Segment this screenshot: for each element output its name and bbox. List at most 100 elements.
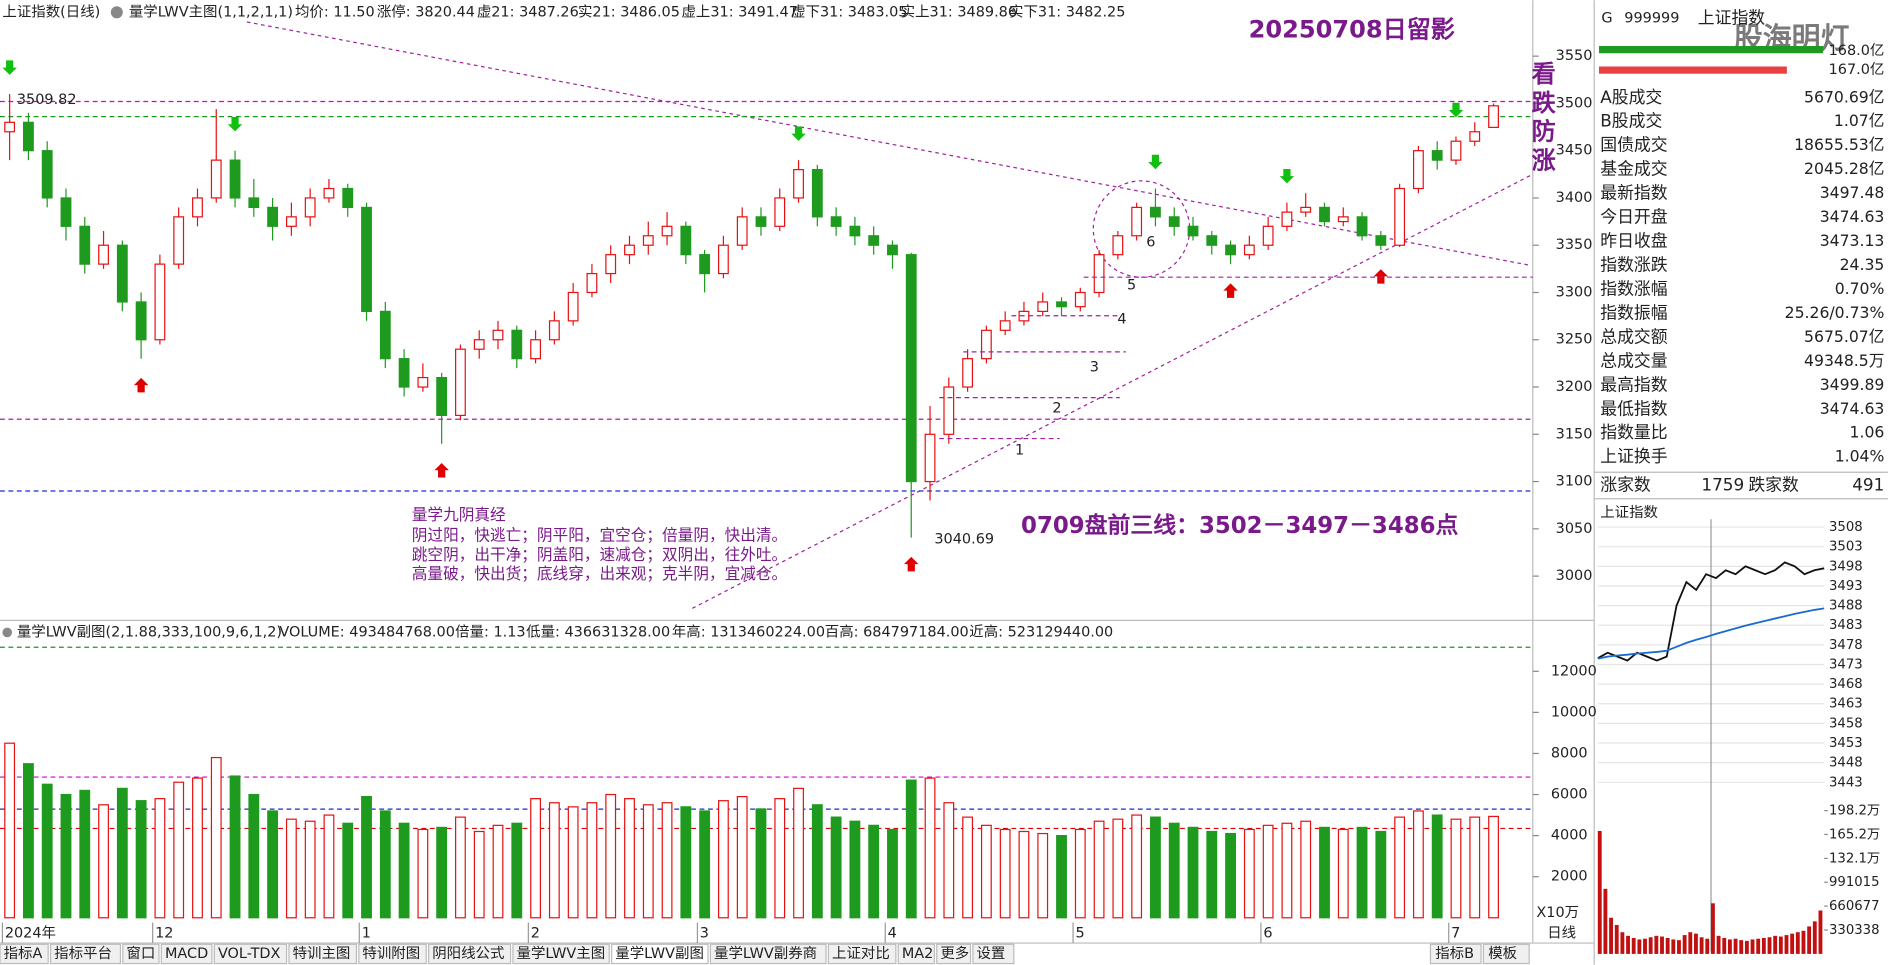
y-tick-label: 3150 [1556, 426, 1593, 442]
symbol: 上证指数(日线) [2, 3, 100, 20]
volume-bar [661, 802, 673, 919]
row-value: 0.70% [1835, 279, 1885, 298]
tab[interactable] [972, 943, 1015, 965]
candle-body [811, 168, 823, 218]
volume-bar [1660, 936, 1664, 954]
tab[interactable] [288, 943, 358, 965]
volume-bar [811, 804, 823, 919]
warning-char: 看 [1532, 60, 1556, 88]
candle-body [436, 376, 448, 416]
candle-body [1431, 150, 1443, 161]
tab-label: VOL-TDX [218, 946, 281, 962]
candle-body [1225, 244, 1236, 256]
x-tick-label: 1 [362, 925, 371, 941]
candle-body [1356, 216, 1368, 237]
name: 上证指数 [1698, 7, 1766, 27]
row-label: 最低指数 [1600, 398, 1668, 418]
volume-bar [830, 816, 842, 919]
volume-bar [98, 804, 109, 919]
sub-value: 年高: 1313460224.00 [672, 623, 825, 640]
volume-bar [624, 798, 635, 919]
indicator-value: 虚上31: 3491.47 [682, 3, 798, 20]
scripture-line: 阴过阳，快逃亡；阴平阳，宜空仓；倍量阴，快出清。 [412, 526, 787, 545]
volume-bar [1677, 940, 1681, 954]
candle-body [135, 301, 147, 341]
tab[interactable] [827, 943, 897, 965]
candle-body [285, 216, 297, 227]
volume-bar [1807, 926, 1812, 954]
tab[interactable] [1429, 943, 1482, 965]
volume-bar [1688, 932, 1693, 954]
tab[interactable] [160, 943, 213, 965]
icon [110, 6, 123, 19]
tab[interactable] [49, 943, 122, 965]
volume-bar [1319, 826, 1330, 919]
candle-body [605, 254, 617, 275]
indicator-name: 量学LWV主图(1,1,2,1,1) [129, 3, 293, 20]
row-label: 指数振幅 [1600, 302, 1668, 322]
tab[interactable] [1482, 943, 1530, 965]
tab-label: 量学LWV副图 [615, 945, 704, 962]
tab[interactable] [897, 943, 935, 965]
volume-bar [1694, 933, 1698, 954]
candle-body [79, 225, 91, 265]
y-tick-label: 3508 [1829, 520, 1863, 535]
candle-body [1300, 206, 1312, 213]
volume-bar [1262, 824, 1274, 919]
volume-bar [605, 793, 617, 919]
y-tick-label: 3498 [1829, 559, 1863, 574]
candle-body [868, 235, 880, 246]
tab[interactable] [358, 943, 427, 965]
volume-bar [79, 789, 91, 919]
tab-label: 更多 [940, 945, 969, 962]
tab[interactable] [0, 943, 49, 965]
row-value: 18655.53亿 [1794, 135, 1884, 154]
tab[interactable] [428, 943, 512, 965]
tab[interactable] [122, 943, 160, 965]
row-label: A股成交 [1600, 87, 1662, 107]
tab[interactable] [213, 943, 288, 965]
candle-body [267, 206, 279, 227]
tab[interactable] [512, 943, 610, 965]
breadth: 1759 [1701, 475, 1744, 495]
volume-bar [60, 793, 72, 919]
bar-value: 168.0亿 [1829, 42, 1885, 59]
candle-body [1337, 216, 1349, 223]
candle-body [642, 235, 654, 246]
buy-arrow [904, 556, 919, 572]
volume-bar [1818, 910, 1823, 954]
tab[interactable] [709, 943, 827, 965]
volume-bar [980, 824, 992, 919]
volume-bar [1643, 938, 1647, 954]
y-tick-label: 2000 [1551, 869, 1588, 885]
candle-body [1375, 235, 1387, 246]
volume-bar [1750, 939, 1755, 954]
volume-bar [868, 824, 880, 919]
tab[interactable] [936, 943, 972, 965]
volume-bar [1648, 937, 1653, 954]
candle-body [680, 225, 692, 256]
period: 日线 [1547, 924, 1576, 941]
row-value: 24.35 [1840, 255, 1885, 274]
row-label: 上证换手 [1600, 446, 1668, 466]
candle-body [1412, 150, 1424, 190]
volume-bar [1112, 818, 1124, 919]
y-tick-label: 3450 [1556, 143, 1593, 159]
volume-bar [1488, 815, 1499, 919]
row-label: 最高指数 [1600, 374, 1668, 394]
y-tick-label: 3473 [1829, 657, 1863, 672]
sub-indicator: 量学LWV副图(2,1.88,333,100,9,6,1,2) [17, 623, 282, 640]
volume-bar [1431, 814, 1443, 919]
row-label: B股成交 [1600, 111, 1662, 131]
tab[interactable] [611, 943, 709, 965]
candle-body [455, 348, 466, 416]
candle-body [924, 433, 936, 483]
y-tick-label: 3468 [1829, 677, 1863, 692]
mini-title: 上证指数 [1600, 504, 1658, 521]
y-tick-label: 132.1万 [1829, 851, 1880, 866]
y-tick-label: 165.2万 [1829, 827, 1880, 842]
candle-body [229, 159, 241, 199]
tab-label: 特训附图 [362, 945, 420, 962]
indicator-value: 涨停: 3820.44 [377, 3, 475, 20]
indicator-value: 虚下31: 3483.05 [791, 3, 907, 20]
